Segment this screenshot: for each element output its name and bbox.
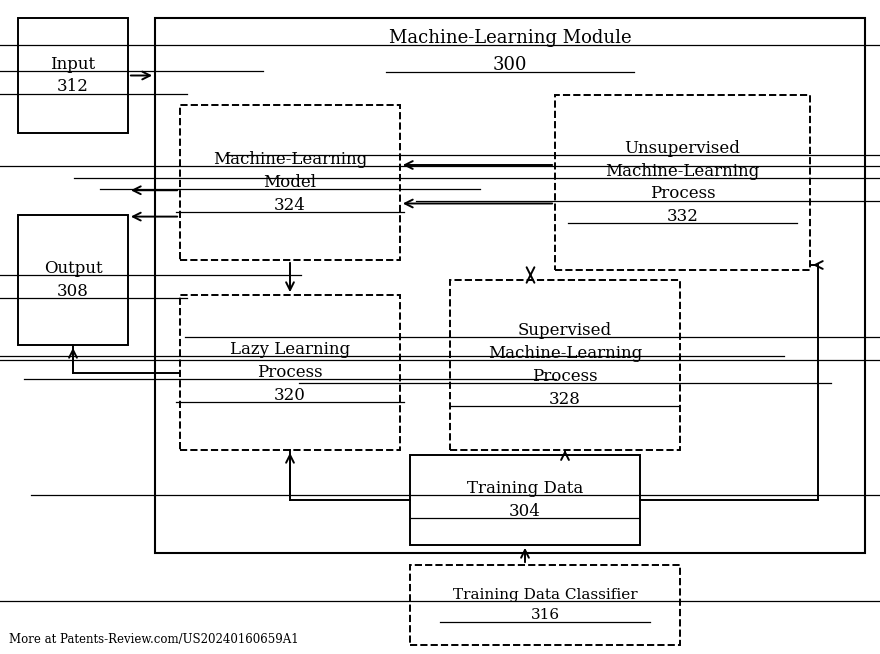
Text: Supervised: Supervised <box>518 322 612 339</box>
Text: Model: Model <box>263 174 317 191</box>
Text: Input: Input <box>50 56 96 73</box>
Text: 300: 300 <box>493 56 527 74</box>
Bar <box>410 565 680 645</box>
Text: 316: 316 <box>531 608 560 623</box>
Text: 332: 332 <box>666 208 699 225</box>
Bar <box>155 18 865 553</box>
Bar <box>18 215 128 345</box>
Bar <box>180 295 400 450</box>
Text: Unsupervised: Unsupervised <box>625 140 740 157</box>
Text: 308: 308 <box>57 283 89 300</box>
Text: Machine-Learning Module: Machine-Learning Module <box>389 29 631 47</box>
Text: More at Patents-Review.com/US20240160659A1: More at Patents-Review.com/US20240160659… <box>9 633 298 646</box>
Text: 328: 328 <box>549 390 581 407</box>
Text: 312: 312 <box>57 78 89 95</box>
Text: Process: Process <box>649 185 715 202</box>
Text: Output: Output <box>44 260 102 277</box>
Text: 320: 320 <box>274 387 306 404</box>
Text: 324: 324 <box>274 197 306 214</box>
Text: Process: Process <box>532 368 598 385</box>
Text: Machine-Learning: Machine-Learning <box>605 163 759 180</box>
Bar <box>450 280 680 450</box>
Bar <box>18 18 128 133</box>
Text: Machine-Learning: Machine-Learning <box>213 151 367 168</box>
Text: Training Data Classifier: Training Data Classifier <box>452 587 637 602</box>
Text: 304: 304 <box>509 503 541 520</box>
Text: Machine-Learning: Machine-Learning <box>488 345 642 362</box>
Text: Process: Process <box>257 364 323 381</box>
Bar <box>410 455 640 545</box>
Text: Lazy Learning: Lazy Learning <box>230 341 350 358</box>
Bar <box>180 105 400 260</box>
Bar <box>555 95 810 270</box>
Text: Training Data: Training Data <box>467 480 583 497</box>
